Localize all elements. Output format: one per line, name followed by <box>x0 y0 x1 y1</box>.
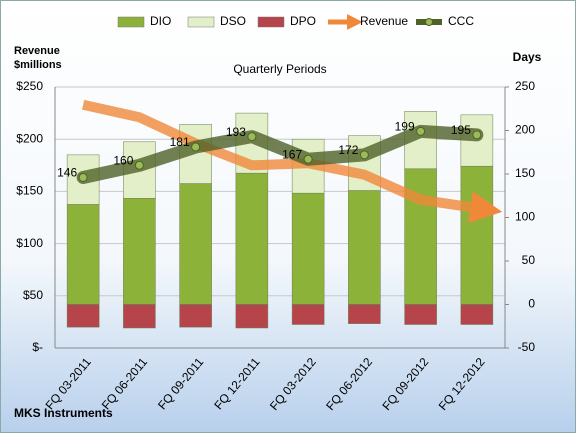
bar <box>66 204 100 305</box>
y-tick-label: $- <box>32 340 43 354</box>
legend-item: DIO <box>117 14 171 28</box>
bar <box>404 168 437 305</box>
bar <box>179 304 212 328</box>
y2-tick-label: 200 <box>515 123 535 137</box>
data-label: 193 <box>226 125 246 139</box>
legend-item: CCC <box>416 14 474 28</box>
footer: MKS Instruments <box>14 406 113 420</box>
y-tick-label: $100 <box>16 236 43 250</box>
legend-swatch <box>187 16 215 28</box>
data-label: 167 <box>282 147 302 161</box>
legend-label: DIO <box>150 14 171 28</box>
legend-label: CCC <box>448 14 474 28</box>
bar <box>235 172 269 305</box>
ccc-marker <box>78 172 88 182</box>
y-axis-label: Revenue $millions <box>14 45 62 71</box>
legend-item: DSO <box>187 14 246 28</box>
bar <box>348 304 381 324</box>
y-tick-label: $200 <box>16 131 43 145</box>
bar <box>123 304 156 329</box>
y2-tick-label: 100 <box>515 210 535 224</box>
ccc-line <box>76 124 484 184</box>
y-tick-label: $250 <box>16 79 43 93</box>
bar <box>66 304 100 328</box>
bar <box>460 304 494 325</box>
legend-label: DSO <box>220 14 246 28</box>
ccc-marker <box>191 142 201 152</box>
data-label: 160 <box>113 153 133 167</box>
bar <box>460 165 494 305</box>
ccc-marker <box>134 160 144 170</box>
y2-axis-label: Days <box>513 50 542 64</box>
legend-item: DPO <box>257 14 316 28</box>
data-label: 181 <box>170 135 190 149</box>
y-tick-label: $150 <box>16 184 43 198</box>
y2-tick-label: 0 <box>528 297 535 311</box>
ccc-marker <box>472 130 482 140</box>
legend-swatch <box>257 16 285 28</box>
y2-tick-label: 250 <box>515 79 535 93</box>
data-label: 199 <box>395 120 415 134</box>
ccc-marker <box>247 132 257 142</box>
data-label: 172 <box>338 143 358 157</box>
legend-item: Revenue <box>328 13 408 31</box>
ccc-marker <box>416 126 426 136</box>
y2-tick-label: -50 <box>518 340 536 354</box>
bar <box>123 198 156 305</box>
bar <box>291 304 325 325</box>
legend-label: DPO <box>290 14 316 28</box>
bar <box>179 183 212 305</box>
data-label: 146 <box>57 166 77 180</box>
y-tick-label: $50 <box>23 288 43 302</box>
bar <box>404 304 437 325</box>
legend-swatch <box>117 16 145 28</box>
legend-label: Revenue <box>360 14 408 28</box>
ccc-marker <box>359 150 369 160</box>
bar <box>291 192 325 305</box>
y2-tick-label: 150 <box>515 166 535 180</box>
y2-tick-label: 50 <box>522 253 536 267</box>
chart-title: Quarterly Periods <box>233 62 326 76</box>
bar <box>348 190 381 305</box>
legend-swatch <box>425 18 433 26</box>
ccc-marker <box>303 154 313 164</box>
data-label: 195 <box>451 123 471 137</box>
bar <box>235 304 269 329</box>
revenue-arrow <box>82 99 503 223</box>
